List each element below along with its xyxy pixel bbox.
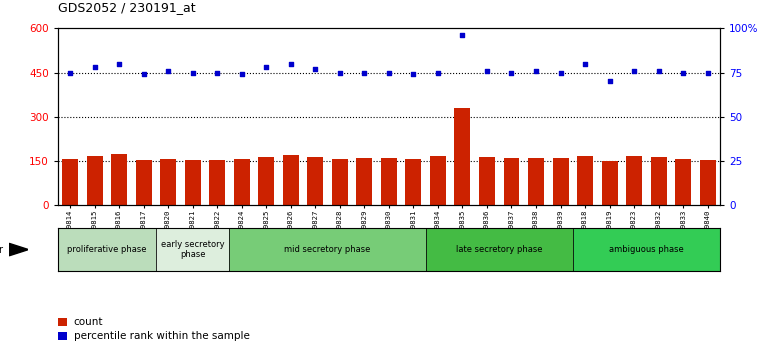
Text: count: count: [74, 317, 103, 327]
Point: [505, 70, 517, 75]
Bar: [405, 159, 421, 205]
Text: early secretory
phase: early secretory phase: [161, 240, 225, 259]
Bar: [426, 228, 573, 271]
Text: percentile rank within the sample: percentile rank within the sample: [74, 331, 249, 341]
Bar: [136, 160, 152, 205]
Point: [236, 72, 248, 77]
Bar: [651, 157, 667, 205]
Text: proliferative phase: proliferative phase: [67, 245, 146, 254]
Text: other: other: [0, 245, 4, 255]
Bar: [479, 157, 495, 205]
Bar: [234, 159, 249, 205]
Point: [358, 70, 370, 75]
Point: [407, 72, 420, 77]
Bar: [185, 160, 201, 205]
Point: [186, 70, 199, 75]
Point: [628, 68, 641, 74]
Bar: [553, 158, 568, 205]
Point: [383, 70, 395, 75]
Bar: [454, 108, 470, 205]
Bar: [58, 228, 156, 271]
Point: [309, 66, 321, 72]
Bar: [111, 154, 127, 205]
Bar: [160, 159, 176, 205]
Polygon shape: [9, 244, 28, 256]
Bar: [156, 228, 229, 271]
Point: [113, 61, 126, 67]
Bar: [528, 158, 544, 205]
Point: [137, 72, 149, 77]
Point: [701, 70, 714, 75]
Bar: [381, 158, 397, 205]
Bar: [62, 159, 78, 205]
Bar: [577, 156, 593, 205]
Bar: [573, 228, 720, 271]
Point: [677, 70, 689, 75]
Bar: [258, 156, 274, 205]
Point: [480, 68, 493, 74]
Point: [530, 68, 542, 74]
Text: late secretory phase: late secretory phase: [456, 245, 543, 254]
Bar: [307, 156, 323, 205]
Point: [604, 79, 616, 84]
Bar: [601, 161, 618, 205]
Point: [285, 61, 297, 67]
Point: [162, 68, 174, 74]
Bar: [283, 155, 299, 205]
Bar: [357, 158, 373, 205]
Text: GDS2052 / 230191_at: GDS2052 / 230191_at: [58, 1, 196, 14]
Point: [432, 70, 444, 75]
Point: [211, 70, 223, 75]
Bar: [626, 156, 642, 205]
Bar: [209, 160, 225, 205]
Text: mid secretory phase: mid secretory phase: [284, 245, 370, 254]
Point: [554, 70, 567, 75]
Bar: [700, 160, 715, 205]
Point: [64, 70, 76, 75]
Point: [579, 61, 591, 67]
Bar: [229, 228, 426, 271]
Bar: [332, 159, 348, 205]
Bar: [504, 158, 520, 205]
Point: [89, 64, 101, 70]
Text: ambiguous phase: ambiguous phase: [609, 245, 684, 254]
Point: [333, 70, 346, 75]
Point: [652, 68, 665, 74]
Point: [457, 33, 469, 38]
Bar: [430, 156, 446, 205]
Bar: [86, 156, 102, 205]
Bar: [675, 159, 691, 205]
Point: [260, 64, 273, 70]
